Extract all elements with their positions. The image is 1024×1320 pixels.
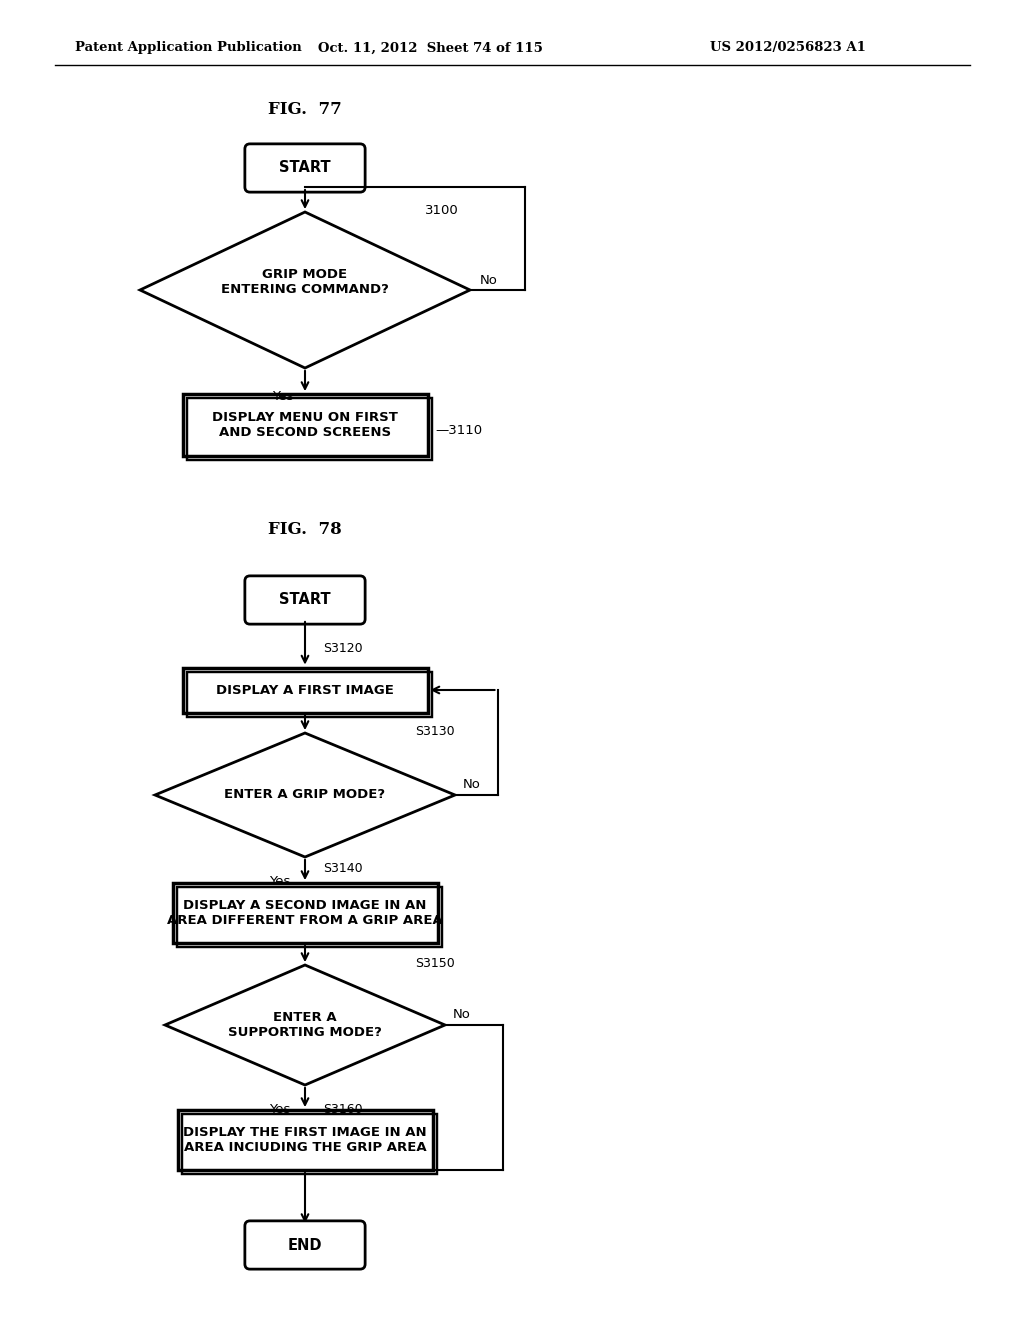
Text: Yes: Yes [269,875,291,888]
FancyBboxPatch shape [245,1221,366,1269]
Text: START: START [280,593,331,607]
FancyBboxPatch shape [172,883,437,942]
Text: DISPLAY THE FIRST IMAGE IN AN
AREA INCIUDING THE GRIP AREA: DISPLAY THE FIRST IMAGE IN AN AREA INCIU… [183,1126,427,1154]
FancyBboxPatch shape [182,393,427,455]
Text: FIG.  77: FIG. 77 [268,102,342,119]
Text: END: END [288,1238,323,1253]
Text: FIG.  78: FIG. 78 [268,521,342,539]
Text: DISPLAY A SECOND IMAGE IN AN
AREA DIFFERENT FROM A GRIP AREA: DISPLAY A SECOND IMAGE IN AN AREA DIFFER… [167,899,442,927]
Text: S3130: S3130 [415,725,455,738]
Text: 3100: 3100 [425,205,459,216]
FancyBboxPatch shape [182,668,427,713]
Text: Patent Application Publication: Patent Application Publication [75,41,302,54]
FancyBboxPatch shape [245,144,366,193]
FancyBboxPatch shape [245,576,366,624]
Text: S3120: S3120 [323,643,362,656]
Text: ENTER A GRIP MODE?: ENTER A GRIP MODE? [224,788,386,801]
Text: S3160: S3160 [323,1104,362,1115]
Text: —3110: —3110 [435,424,482,437]
Text: Oct. 11, 2012  Sheet 74 of 115: Oct. 11, 2012 Sheet 74 of 115 [317,41,543,54]
Text: S3140: S3140 [323,862,362,875]
Text: GRIP MODE
ENTERING COMMAND?: GRIP MODE ENTERING COMMAND? [221,268,389,296]
Text: DISPLAY MENU ON FIRST
AND SECOND SCREENS: DISPLAY MENU ON FIRST AND SECOND SCREENS [212,411,398,440]
Text: US 2012/0256823 A1: US 2012/0256823 A1 [710,41,866,54]
Text: ENTER A
SUPPORTING MODE?: ENTER A SUPPORTING MODE? [228,1011,382,1039]
Text: Yes: Yes [272,389,294,403]
Text: No: No [480,273,498,286]
Text: START: START [280,161,331,176]
Text: S3150: S3150 [415,957,455,970]
FancyBboxPatch shape [177,1110,432,1170]
Text: No: No [463,779,481,792]
Text: DISPLAY A FIRST IMAGE: DISPLAY A FIRST IMAGE [216,684,394,697]
Text: No: No [453,1008,471,1022]
Text: Yes: Yes [269,1104,291,1115]
